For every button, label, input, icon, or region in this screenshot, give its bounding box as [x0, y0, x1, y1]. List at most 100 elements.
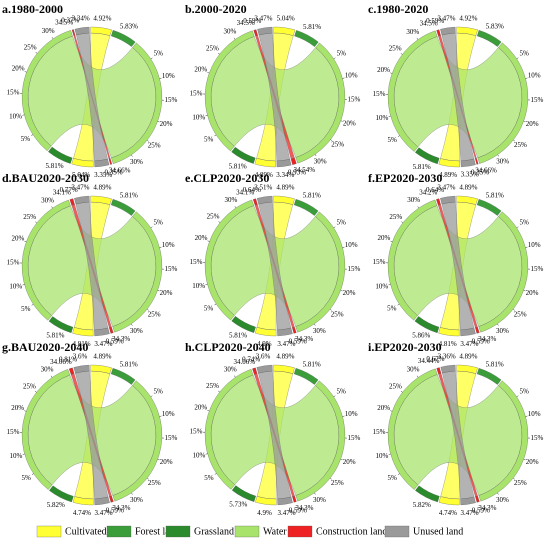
ring-arc: [252, 367, 258, 375]
tick-mark: [397, 473, 400, 475]
tick-label: 20%: [377, 234, 390, 242]
legend-swatch: [234, 525, 260, 538]
tick-mark: [333, 226, 336, 229]
tick-mark: [214, 473, 217, 475]
segment-label: 5.82%: [47, 501, 65, 509]
segment-label: 4.89%: [93, 352, 111, 360]
segment-label: 3.47%: [277, 340, 295, 348]
ring-arc: [94, 158, 110, 168]
tick-label: 5%: [337, 219, 347, 227]
ring-arc: [74, 26, 90, 36]
tick-label: 5%: [154, 50, 164, 58]
segment-label: 34.2%: [419, 188, 437, 196]
tick-label: 25%: [514, 479, 527, 487]
ring-arc: [295, 42, 346, 164]
tick-label: 30%: [496, 158, 509, 166]
segment-label: 0.59%: [106, 337, 124, 345]
ring-arc: [48, 146, 73, 164]
ring-arc: [231, 146, 256, 164]
tick-label: 20%: [343, 119, 356, 127]
tick-mark: [400, 390, 403, 393]
segment-label: 34.3%: [478, 335, 496, 343]
tick-label: 5%: [21, 474, 31, 482]
chord-panel: f.EP2020-20304.89%5.81%34.3%5%10%15%20%2…: [368, 171, 544, 348]
tick-mark: [234, 206, 237, 209]
legend-swatch: [165, 525, 191, 538]
tick-mark: [330, 477, 332, 480]
tick-label: 10%: [192, 452, 205, 460]
tick-label: 15%: [531, 434, 544, 442]
legend-swatch: [106, 525, 132, 538]
ring-arc: [460, 158, 476, 168]
legend-label: Construction land: [316, 526, 387, 537]
segment-label: 3.47%: [460, 509, 478, 517]
tick-mark: [51, 36, 54, 39]
tick-label: 10%: [162, 72, 175, 80]
tick-mark: [157, 458, 160, 461]
ring-arc: [204, 30, 255, 152]
tick-mark: [340, 120, 343, 122]
tick-label: 20%: [194, 66, 207, 74]
ring-arc: [90, 195, 112, 205]
segment-label: 0.59%: [472, 506, 490, 514]
ring-arc: [438, 158, 460, 168]
tick-label: 25%: [331, 310, 344, 318]
tick-label: 30%: [314, 157, 327, 165]
segment-label: 3.6%: [73, 353, 88, 361]
ring-arc: [292, 326, 297, 334]
tick-label: 25%: [514, 310, 527, 318]
tick-mark: [388, 284, 391, 286]
segment-label: 3.47%: [94, 340, 112, 348]
tick-mark: [516, 395, 519, 398]
tick-label: 10%: [10, 452, 23, 460]
segment-label: 34.3%: [112, 504, 130, 512]
segment-label: 3.47%: [71, 183, 89, 191]
tick-label: 30%: [42, 27, 55, 35]
segment-label: 0.77%: [60, 186, 78, 194]
tick-label: 15%: [7, 88, 20, 96]
segment-label: 5.81%: [120, 192, 138, 200]
segment-label: 3.47%: [94, 509, 112, 517]
segment-label: 4.81%: [73, 340, 91, 348]
tick-label: 15%: [531, 96, 544, 104]
legend-label: Forest land: [135, 526, 180, 537]
tick-mark: [157, 290, 160, 292]
tick-label: 30%: [130, 496, 143, 504]
segment-label: 0.81%: [59, 355, 77, 363]
segment-label: 4.89%: [276, 183, 294, 191]
chord-panel: b.2000-2020 5.04% 5.81% 34.54% 5% 10% 15% 20% 25…: [185, 2, 361, 179]
tick-label: 10%: [9, 283, 22, 291]
tick-mark: [34, 390, 37, 393]
tick-mark: [417, 206, 419, 209]
segment-label: 34.5%: [420, 19, 438, 27]
tick-label: 30%: [313, 496, 326, 504]
ring-arc: [72, 496, 94, 506]
ring-arc: [111, 42, 163, 164]
tick-mark: [497, 154, 499, 157]
tick-label: 15%: [190, 258, 203, 266]
segment-label: 5.82%: [413, 501, 431, 509]
segment-label: 5.73%: [229, 501, 247, 509]
ring-arc: [290, 157, 297, 165]
tick-label: 10%: [9, 113, 22, 121]
segment-label: 4.92%: [459, 14, 477, 22]
tick-label: 15%: [373, 90, 386, 98]
segment-label: 4.81%: [439, 340, 457, 348]
segment-label: 5.81%: [229, 331, 247, 339]
tick-label: 15%: [164, 96, 177, 104]
tick-mark: [314, 492, 316, 495]
tick-label: 25%: [331, 479, 344, 487]
legend-label: Unused land: [413, 526, 463, 537]
segment-label: 3.51%: [254, 183, 272, 191]
segment-label: 0.35%: [471, 168, 489, 176]
ring-arc: [292, 495, 297, 503]
ring-arc: [90, 364, 112, 374]
panel-title: b.2000-2020: [185, 2, 247, 16]
segment-label: 3.47%: [277, 509, 295, 517]
tick-mark: [340, 290, 343, 292]
tick-label: 25%: [148, 141, 161, 149]
segment-label: 34.1%: [236, 188, 254, 196]
tick-label: 15%: [531, 265, 544, 273]
ring-arc: [71, 158, 94, 168]
